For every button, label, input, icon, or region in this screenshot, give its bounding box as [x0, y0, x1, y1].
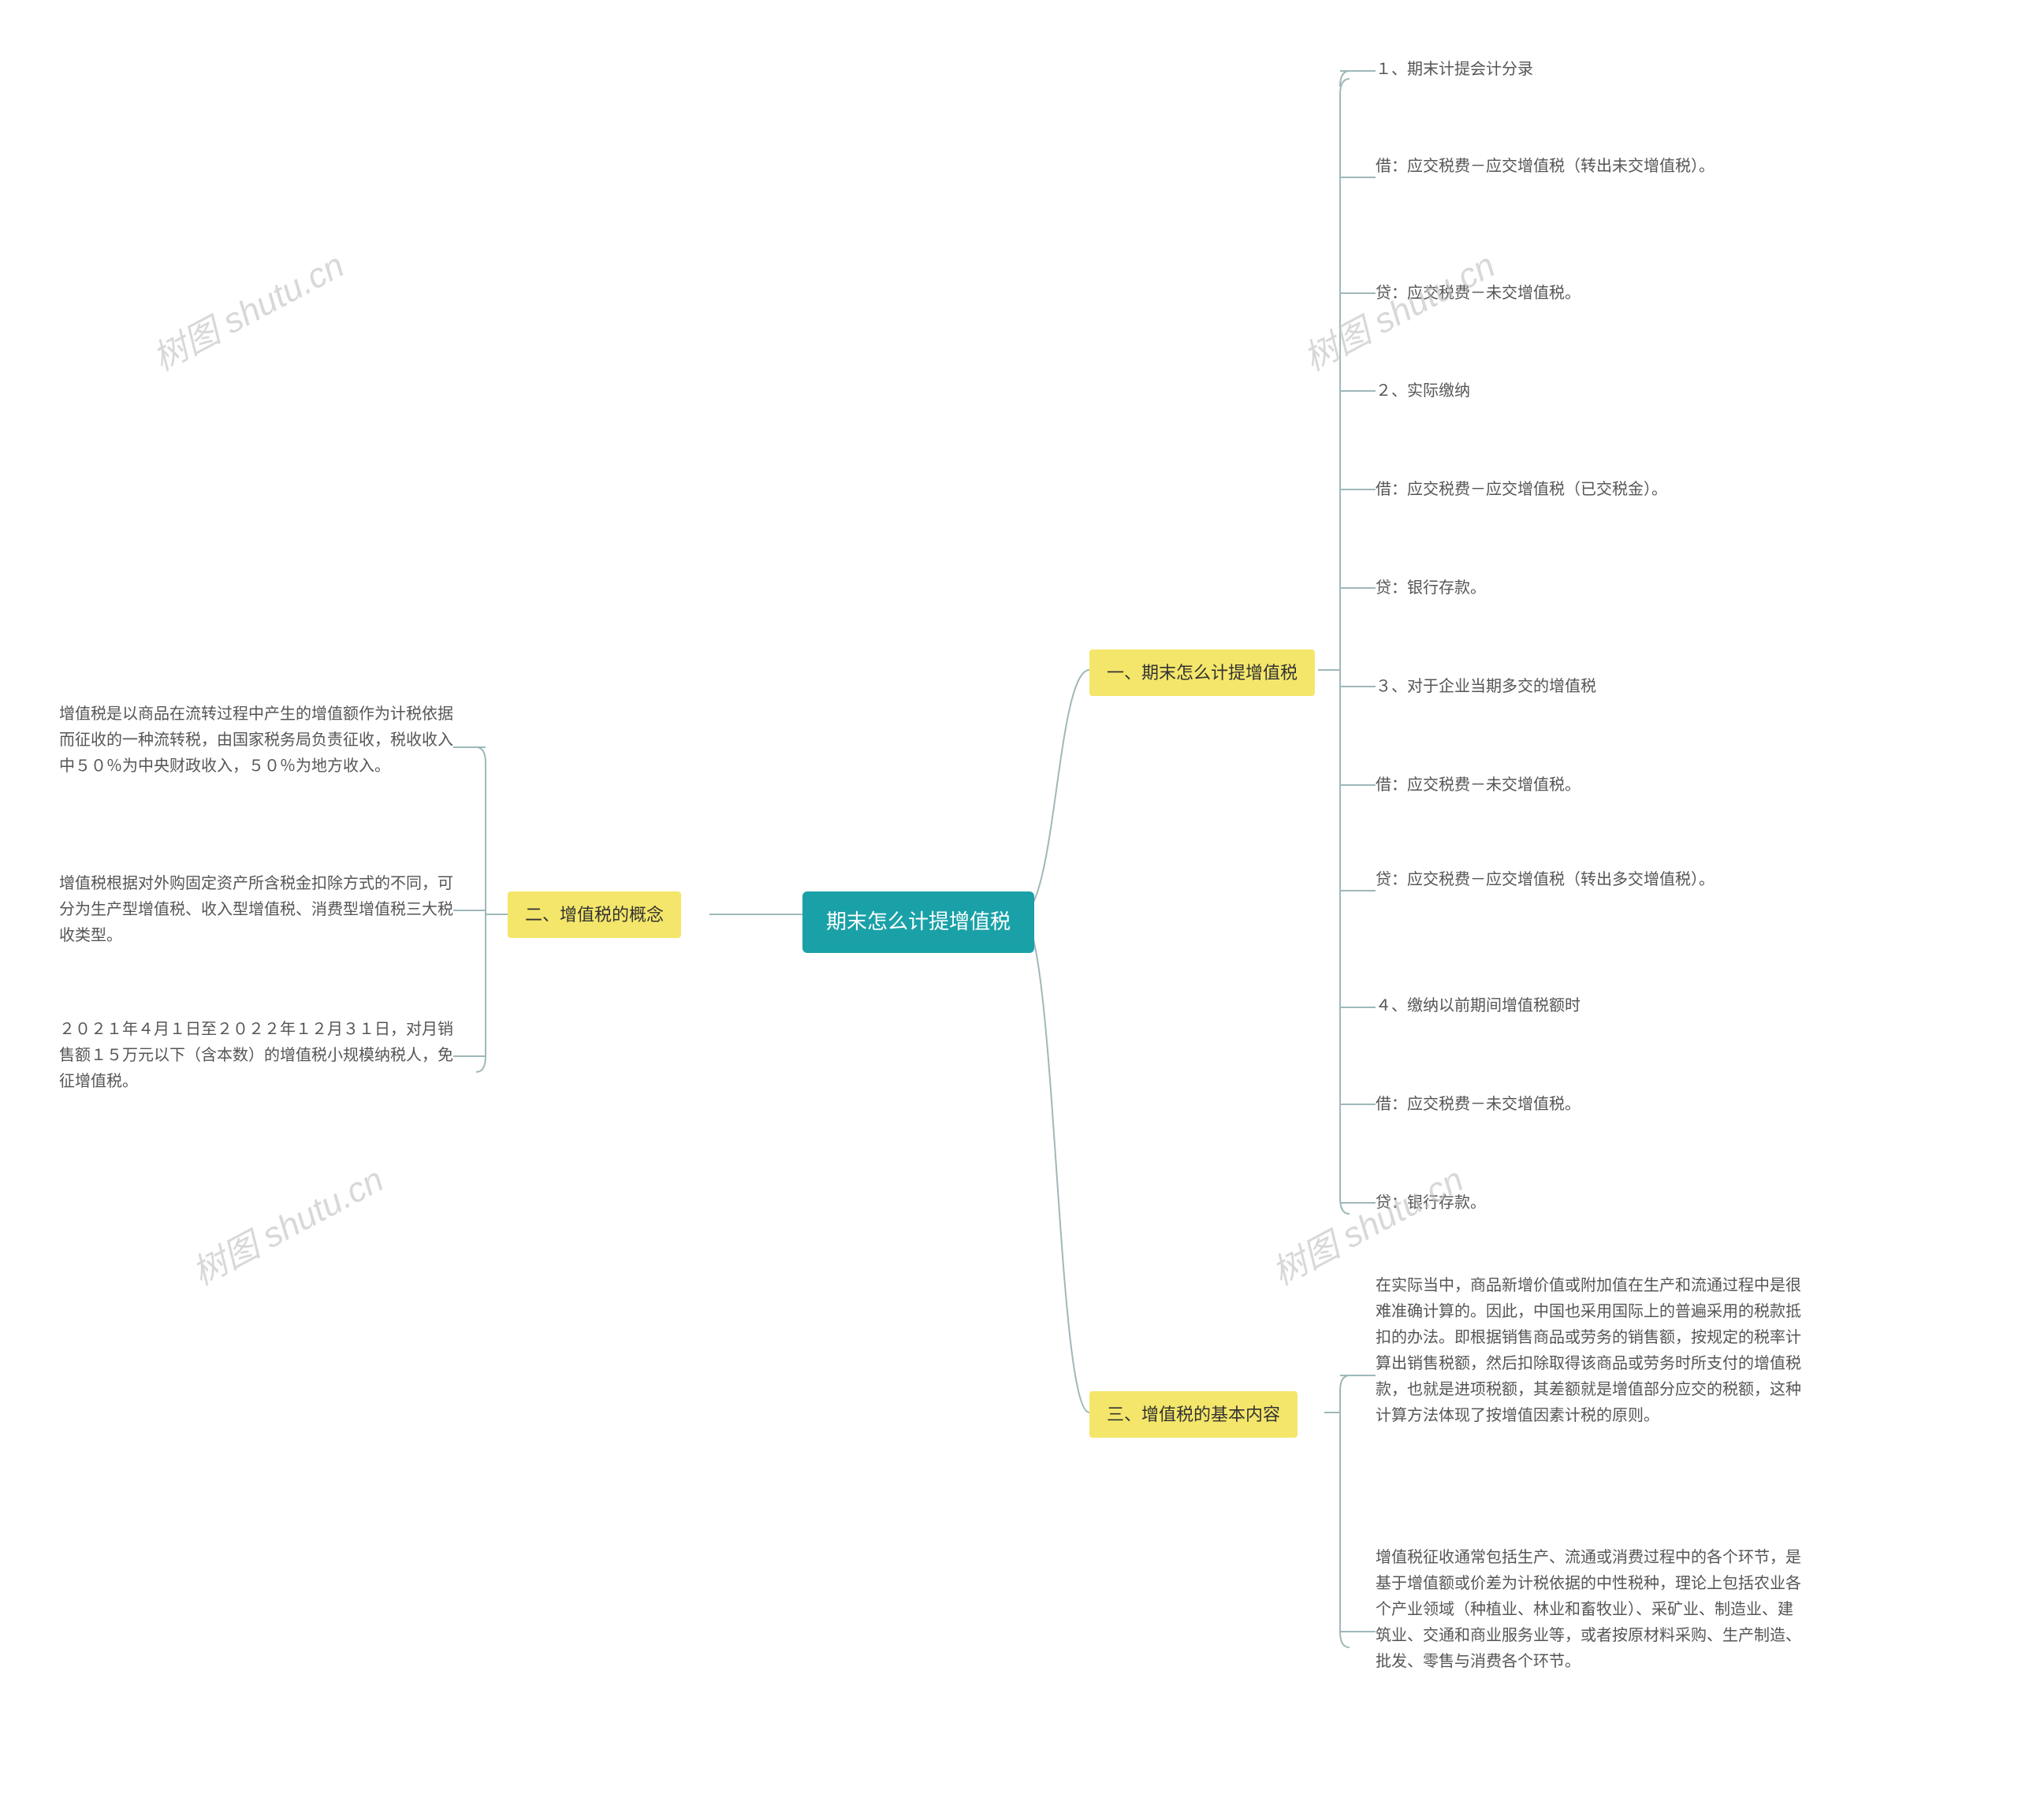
watermark-1: 树图 shutu.cn: [1294, 237, 1502, 381]
branch1-item-2: 贷：应交税费－未交增值税。: [1376, 281, 1581, 307]
root-node[interactable]: 期末怎么计提增值税: [802, 891, 1034, 953]
branch1-item-10: 借：应交税费－未交增值税。: [1376, 1092, 1581, 1118]
branch1-item-3: ２、实际缴纳: [1376, 378, 1470, 404]
branch-2[interactable]: 二、增值税的概念: [508, 891, 681, 938]
branch1-item-8: 贷：应交税费－应交增值税（转出多交增值税）。: [1376, 867, 1715, 893]
branch1-item-4: 借：应交税费－应交增值税（已交税金）。: [1376, 477, 1667, 503]
branch2-item-0: 增值税是以商品在流转过程中产生的增值额作为计税依据而征收的一种流转税，由国家税务…: [59, 702, 453, 780]
branch1-item-6: ３、对于企业当期多交的增值税: [1376, 674, 1596, 700]
branch2-item-1: 增值税根据对外购固定资产所含税金扣除方式的不同，可分为生产型增值税、收入型增值税…: [59, 871, 453, 949]
branch-3[interactable]: 三、增值税的基本内容: [1089, 1391, 1298, 1438]
branch3-item-1: 增值税征收通常包括生产、流通或消费过程中的各个环节，是基于增值额或价差为计税依据…: [1376, 1545, 1801, 1675]
branch1-item-0: １、期末计提会计分录: [1376, 57, 1533, 83]
watermark-2: 树图 shutu.cn: [182, 1152, 391, 1295]
watermark-0: 树图 shutu.cn: [143, 237, 352, 381]
branch1-item-9: ４、缴纳以前期间增值税额时: [1376, 993, 1581, 1019]
branch1-item-11: 贷：银行存款。: [1376, 1190, 1486, 1216]
branch1-item-7: 借：应交税费－未交增值税。: [1376, 772, 1581, 798]
branch3-item-0: 在实际当中，商品新增价值或附加值在生产和流通过程中是很难准确计算的。因此，中国也…: [1376, 1273, 1801, 1429]
branch1-item-1: 借：应交税费－应交增值税（转出未交增值税）。: [1376, 154, 1715, 180]
branch2-item-2: ２０２１年４月１日至２０２２年１２月３１日，对月销售额１５万元以下（含本数）的增…: [59, 1017, 453, 1095]
branch1-item-5: 贷：银行存款。: [1376, 575, 1486, 601]
branch-1[interactable]: 一、期末怎么计提增值税: [1089, 649, 1315, 696]
